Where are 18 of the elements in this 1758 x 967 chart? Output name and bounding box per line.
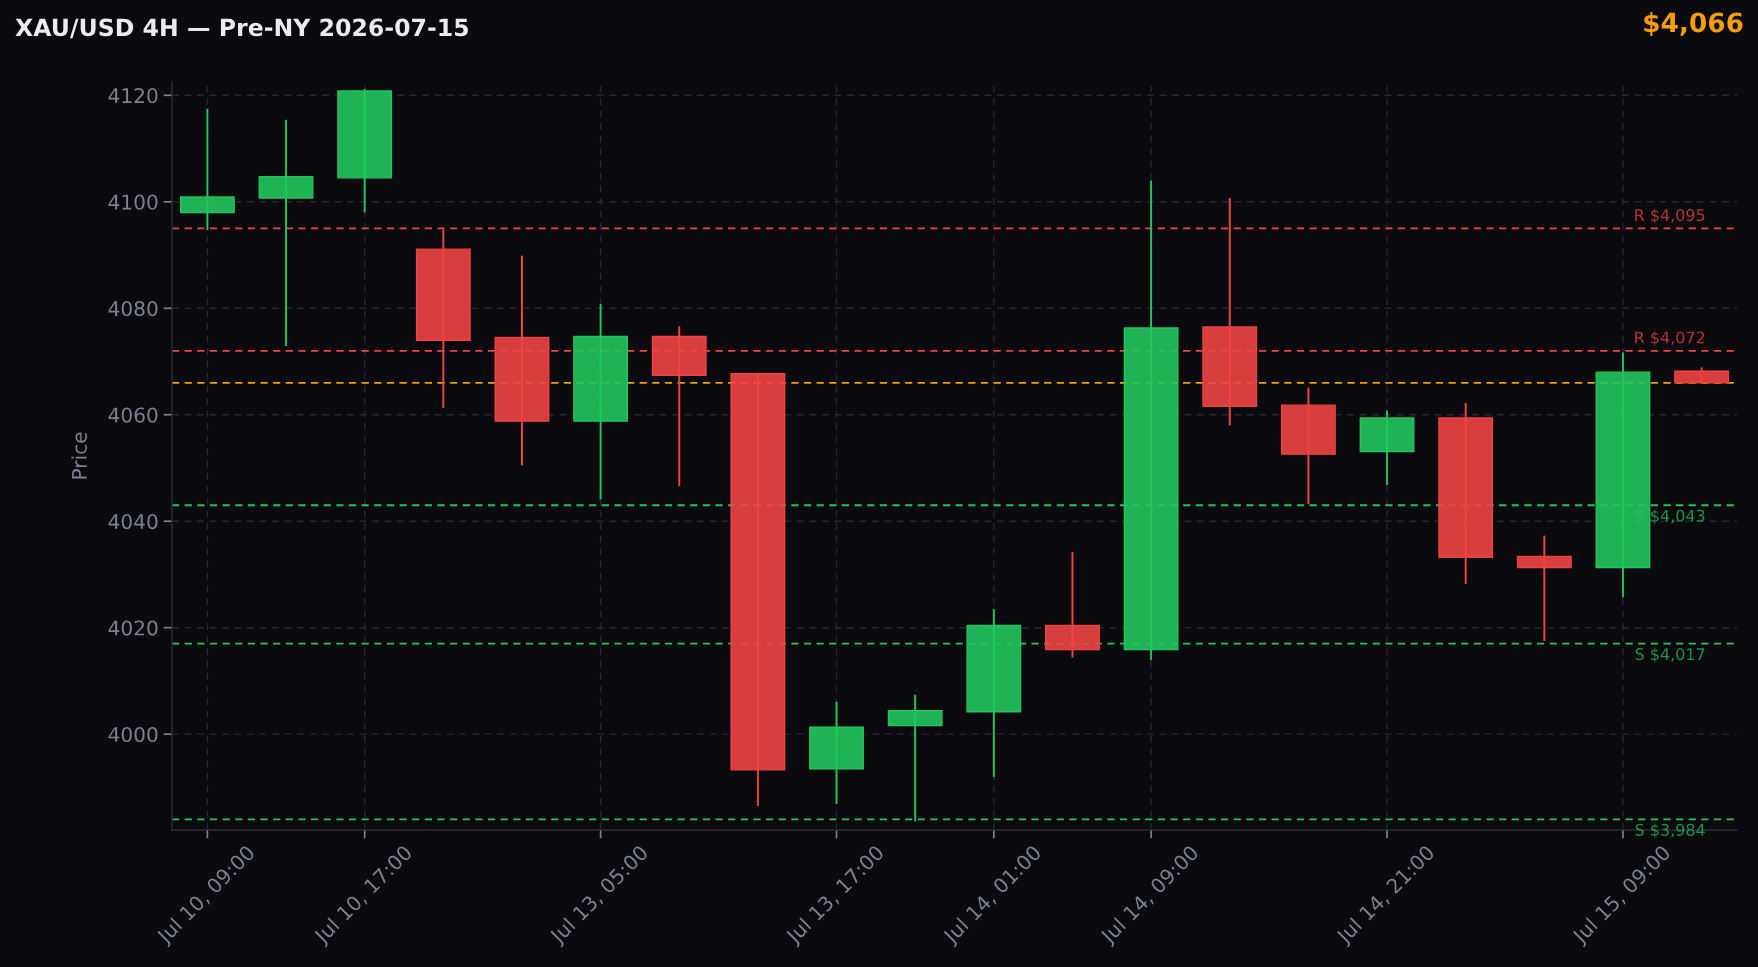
candlestick (1516, 534, 1572, 642)
y-tick-label: 4040 (108, 513, 158, 530)
y-tick-label: 4020 (108, 620, 158, 636)
candlestick (179, 107, 235, 231)
y-tick-label: 4120 (108, 88, 158, 104)
y-tick-label: 4000 (108, 726, 158, 743)
ref-line-label: R $4,095 (1635, 208, 1705, 224)
candlestick (258, 118, 314, 348)
y-tick-label: 4060 (108, 407, 158, 423)
ref-line-label: R $4,072 (1635, 331, 1705, 346)
ref-line-label: S $4,017 (1635, 647, 1705, 663)
candlestick (887, 693, 943, 823)
y-axis-title: Price (71, 432, 87, 479)
y-tick-label: 4100 (108, 194, 158, 210)
ref-line-label: S $3,984 (1635, 823, 1705, 838)
text: $4,066 (1644, 12, 1743, 36)
chart-title: XAU/USD 4H — Pre-NY 2026-07-15 (15, 18, 468, 39)
y-tick-label: 4080 (108, 300, 158, 317)
